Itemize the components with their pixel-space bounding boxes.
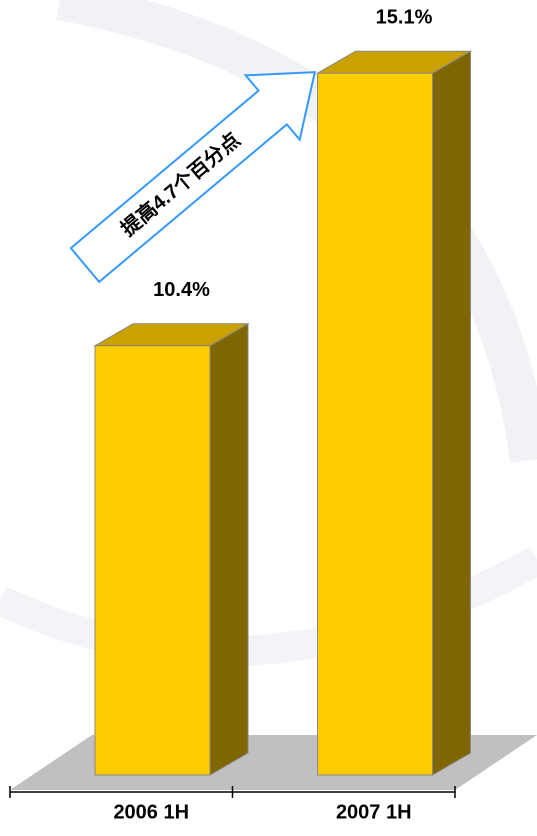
value-label: 10.4% <box>153 279 210 301</box>
annotation: 提高4.7个百分点 <box>116 127 245 240</box>
bar-side <box>432 50 471 776</box>
value-label: 15.1% <box>376 6 433 28</box>
x-tick-label: 2006 1H <box>113 801 189 823</box>
bar <box>94 345 211 776</box>
bar <box>317 72 433 776</box>
arrow-shape <box>69 71 317 284</box>
bar-side <box>209 322 249 776</box>
annotation-arrow: 提高4.7个百分点 <box>69 71 317 284</box>
x-tick-label: 2007 1H <box>336 801 412 823</box>
